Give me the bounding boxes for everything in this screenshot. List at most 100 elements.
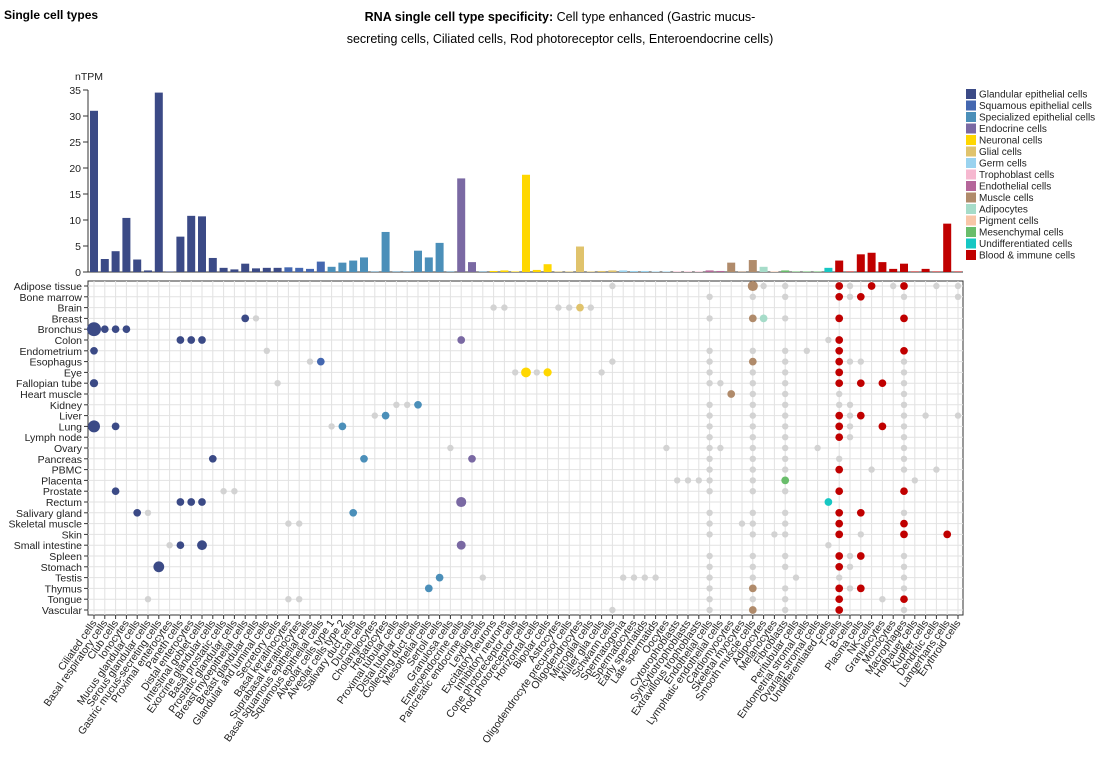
- tissue-label: Heart muscle: [20, 389, 82, 401]
- bar: [586, 271, 595, 272]
- bar: [370, 271, 379, 272]
- expression-dot: [555, 304, 562, 311]
- expression-dot: [424, 584, 433, 593]
- expression-dot: [781, 315, 789, 322]
- expression-dot: [889, 282, 897, 290]
- expression-dot: [835, 530, 844, 539]
- tissue-label: Pancreas: [38, 454, 82, 466]
- bar: [889, 268, 898, 272]
- expression-dot: [706, 466, 713, 473]
- expression-dot: [900, 519, 908, 528]
- expression-dot: [198, 336, 206, 344]
- bar: [414, 250, 422, 272]
- bar: [273, 267, 282, 272]
- expression-dot: [435, 573, 444, 582]
- expression-dot: [835, 552, 844, 560]
- expression-dot: [706, 347, 713, 355]
- expression-dot: [706, 509, 713, 517]
- y-tick-label: 15: [69, 189, 81, 201]
- bar: [619, 270, 628, 272]
- bar: [716, 270, 725, 272]
- bar: [781, 270, 790, 272]
- expression-dot: [456, 540, 466, 550]
- expression-dot: [900, 509, 908, 517]
- bar: [230, 269, 239, 272]
- bar: [673, 271, 682, 272]
- bar: [284, 267, 293, 272]
- expression-dot: [641, 574, 649, 581]
- expression-dot: [706, 520, 713, 527]
- expression-dot: [316, 357, 325, 366]
- expression-dot: [738, 520, 746, 527]
- expression-dot: [749, 444, 757, 452]
- expression-dot: [133, 508, 142, 517]
- page-title: Single cell types: [4, 8, 99, 22]
- tissue-label: Placenta: [41, 475, 82, 487]
- expression-dot: [231, 487, 238, 495]
- expression-dot: [673, 477, 681, 484]
- expression-dot: [748, 606, 757, 614]
- tissue-label: Bone marrow: [20, 292, 83, 304]
- legend-swatch: [966, 215, 976, 226]
- bar: [295, 267, 304, 272]
- tissue-label: Stomach: [41, 562, 83, 574]
- expression-dot: [781, 369, 789, 376]
- bar: [954, 271, 962, 272]
- expression-dot: [447, 444, 454, 452]
- expression-dot: [749, 595, 757, 603]
- bar: [846, 271, 854, 272]
- expression-dot: [835, 519, 844, 528]
- bar: [468, 262, 476, 272]
- expression-dot: [706, 487, 713, 495]
- expression-dot: [252, 315, 260, 322]
- y-tick-label: 5: [75, 241, 81, 253]
- bar: [597, 270, 606, 272]
- expression-dot: [706, 606, 713, 614]
- expression-dot: [706, 531, 713, 538]
- expression-dot: [749, 552, 757, 560]
- expression-dot: [90, 346, 98, 355]
- legend-swatch: [966, 146, 976, 157]
- expression-dot: [835, 595, 844, 604]
- bar: [327, 266, 336, 272]
- expression-dot: [835, 455, 843, 463]
- expression-dot: [490, 304, 497, 311]
- expression-dot: [856, 552, 865, 560]
- bar: [770, 271, 779, 272]
- expression-dot: [187, 336, 196, 344]
- tissue-label: Skeletal muscle: [8, 519, 82, 531]
- expression-dot: [176, 498, 185, 506]
- legend-swatch: [966, 135, 976, 145]
- expression-dot: [706, 412, 713, 419]
- expression-dot: [241, 314, 250, 323]
- legend-swatch: [966, 238, 976, 249]
- bar: [554, 271, 563, 272]
- bar: [630, 270, 638, 272]
- expression-dot: [781, 455, 789, 463]
- expression-dot: [835, 336, 844, 344]
- expression-dot: [749, 574, 757, 581]
- bar: [403, 271, 412, 272]
- tissue-label: Vascular: [42, 605, 83, 617]
- legend-label: Endothelial cells: [979, 182, 1051, 193]
- expression-dot: [846, 401, 854, 409]
- bar: [943, 223, 952, 272]
- expression-dot: [792, 574, 800, 581]
- expression-dot: [111, 487, 120, 496]
- bar: [576, 246, 584, 272]
- expression-dot: [706, 574, 713, 581]
- expression-dot: [456, 496, 467, 508]
- bar: [608, 270, 617, 272]
- bar: [910, 271, 919, 272]
- expression-dot: [749, 455, 757, 463]
- expression-dot: [457, 336, 466, 344]
- expression-dot: [933, 466, 940, 473]
- expression-dot: [749, 390, 757, 398]
- expression-dot: [749, 466, 757, 473]
- expression-dot: [111, 422, 120, 431]
- expression-dot: [900, 595, 908, 604]
- bar: [921, 268, 930, 272]
- bar: [932, 271, 941, 272]
- expression-dot: [749, 487, 757, 495]
- expression-dot: [328, 423, 335, 430]
